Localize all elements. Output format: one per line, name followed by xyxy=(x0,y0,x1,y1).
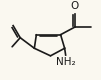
Text: O: O xyxy=(71,1,79,11)
Text: NH₂: NH₂ xyxy=(56,57,75,67)
